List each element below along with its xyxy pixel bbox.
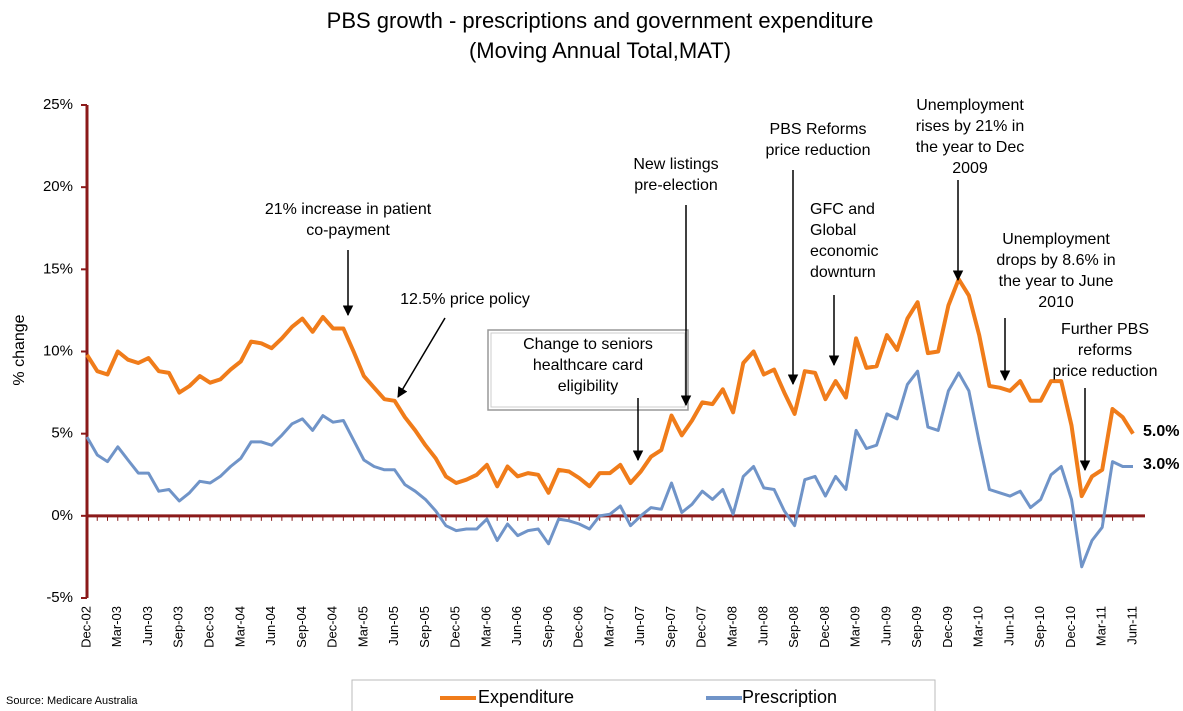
chart-title: PBS growth - prescriptions and governmen… xyxy=(327,8,874,33)
annotation-text: drops by 8.6% in xyxy=(996,252,1115,269)
annotation-text: eligibility xyxy=(558,378,618,395)
annotation-text: healthcare card xyxy=(533,357,643,374)
x-tick-label: Jun-06 xyxy=(509,606,524,646)
x-tick-label: Mar-04 xyxy=(232,606,247,647)
x-tick-label: Sep-06 xyxy=(540,606,555,648)
x-tick-label: Jun-05 xyxy=(386,606,401,646)
x-tick-label: Mar-07 xyxy=(601,606,616,647)
annotation-box-inner xyxy=(490,332,686,408)
end-label: 5.0% xyxy=(1143,423,1179,440)
annotation-text: the year to June xyxy=(999,273,1114,290)
legend-box xyxy=(351,679,936,711)
annotation-text: Further PBS xyxy=(1061,321,1149,338)
legend-label: Prescription xyxy=(742,687,837,707)
y-tick-label: 25% xyxy=(43,96,73,113)
annotation-text: Change to seniors xyxy=(523,336,653,353)
y-tick-label: 20% xyxy=(43,178,73,195)
annotation-text: Global xyxy=(810,222,856,239)
x-tick-label: Mar-06 xyxy=(478,606,493,647)
annotation-text: price reduction xyxy=(766,142,871,159)
x-tick-label: Jun-10 xyxy=(1001,606,1016,646)
y-tick-label: 5% xyxy=(51,425,73,442)
x-tick-label: Mar-05 xyxy=(355,606,370,647)
x-tick-label: Dec-06 xyxy=(571,606,586,648)
x-tick-label: Jun-07 xyxy=(632,606,647,646)
annotation-text: Unemployment xyxy=(916,97,1024,114)
annotation-arrow xyxy=(397,317,446,398)
series-line xyxy=(85,369,1133,569)
x-tick-label: Mar-09 xyxy=(848,606,863,647)
annotation-text: 2010 xyxy=(1038,294,1074,311)
chart-subtitle: (Moving Annual Total,MAT) xyxy=(469,38,731,63)
x-tick-label: Sep-05 xyxy=(417,606,432,648)
annotation-text: New listings xyxy=(633,156,718,173)
annotation-text: 12.5% price policy xyxy=(400,291,530,308)
x-tick-label: Sep-08 xyxy=(786,606,801,648)
y-tick-label: 10% xyxy=(43,342,73,359)
x-tick-label: Jun-08 xyxy=(755,606,770,646)
annotation-text: co-payment xyxy=(306,222,390,239)
x-tick-label: Dec-07 xyxy=(694,606,709,648)
x-tick-label: Dec-03 xyxy=(201,606,216,648)
end-label: 3.0% xyxy=(1143,456,1179,473)
y-tick-label: -5% xyxy=(46,589,73,606)
x-tick-label: Jun-03 xyxy=(140,606,155,646)
y-axis-label: % change xyxy=(11,314,28,385)
annotation-text: pre-election xyxy=(634,177,718,194)
annotation-text: downturn xyxy=(810,264,876,281)
x-tick-label: Mar-08 xyxy=(724,606,739,647)
x-tick-label: Dec-05 xyxy=(448,606,463,648)
x-tick-label: Jun-04 xyxy=(263,606,278,646)
x-tick-label: Jun-11 xyxy=(1124,606,1139,645)
annotation-text: price reduction xyxy=(1053,363,1158,380)
annotation-text: the year to Dec xyxy=(916,139,1025,156)
legend-label: Expenditure xyxy=(478,687,574,707)
annotation-box xyxy=(487,329,689,411)
x-tick-label: Sep-07 xyxy=(663,606,678,648)
annotation-text: rises by 21% in xyxy=(916,118,1025,135)
annotation-text: reforms xyxy=(1078,342,1132,359)
x-tick-label: Dec-10 xyxy=(1063,606,1078,648)
x-tick-label: Sep-04 xyxy=(294,606,309,648)
annotation-text: 2009 xyxy=(952,160,988,177)
x-tick-label: Mar-11 xyxy=(1094,606,1109,646)
annotation-text: PBS Reforms xyxy=(770,121,867,138)
y-tick-label: 15% xyxy=(43,260,73,277)
x-tick-label: Dec-02 xyxy=(78,606,93,648)
x-tick-label: Jun-09 xyxy=(878,606,893,646)
x-tick-label: Dec-04 xyxy=(325,606,340,648)
x-tick-label: Dec-09 xyxy=(940,606,955,648)
source: Source: Medicare Australia xyxy=(6,695,138,707)
x-tick-label: Mar-03 xyxy=(109,606,124,647)
x-tick-label: Dec-08 xyxy=(817,606,832,648)
annotation-text: 21% increase in patient xyxy=(265,201,432,218)
x-tick-label: Sep-10 xyxy=(1032,606,1047,648)
annotation-text: Unemployment xyxy=(1002,231,1110,248)
annotation-text: economic xyxy=(810,243,878,260)
y-tick-label: 0% xyxy=(51,507,73,524)
x-tick-label: Sep-09 xyxy=(909,606,924,648)
annotation-text: GFC and xyxy=(810,201,875,218)
x-tick-label: Sep-03 xyxy=(171,606,186,648)
x-tick-label: Mar-10 xyxy=(971,606,986,647)
